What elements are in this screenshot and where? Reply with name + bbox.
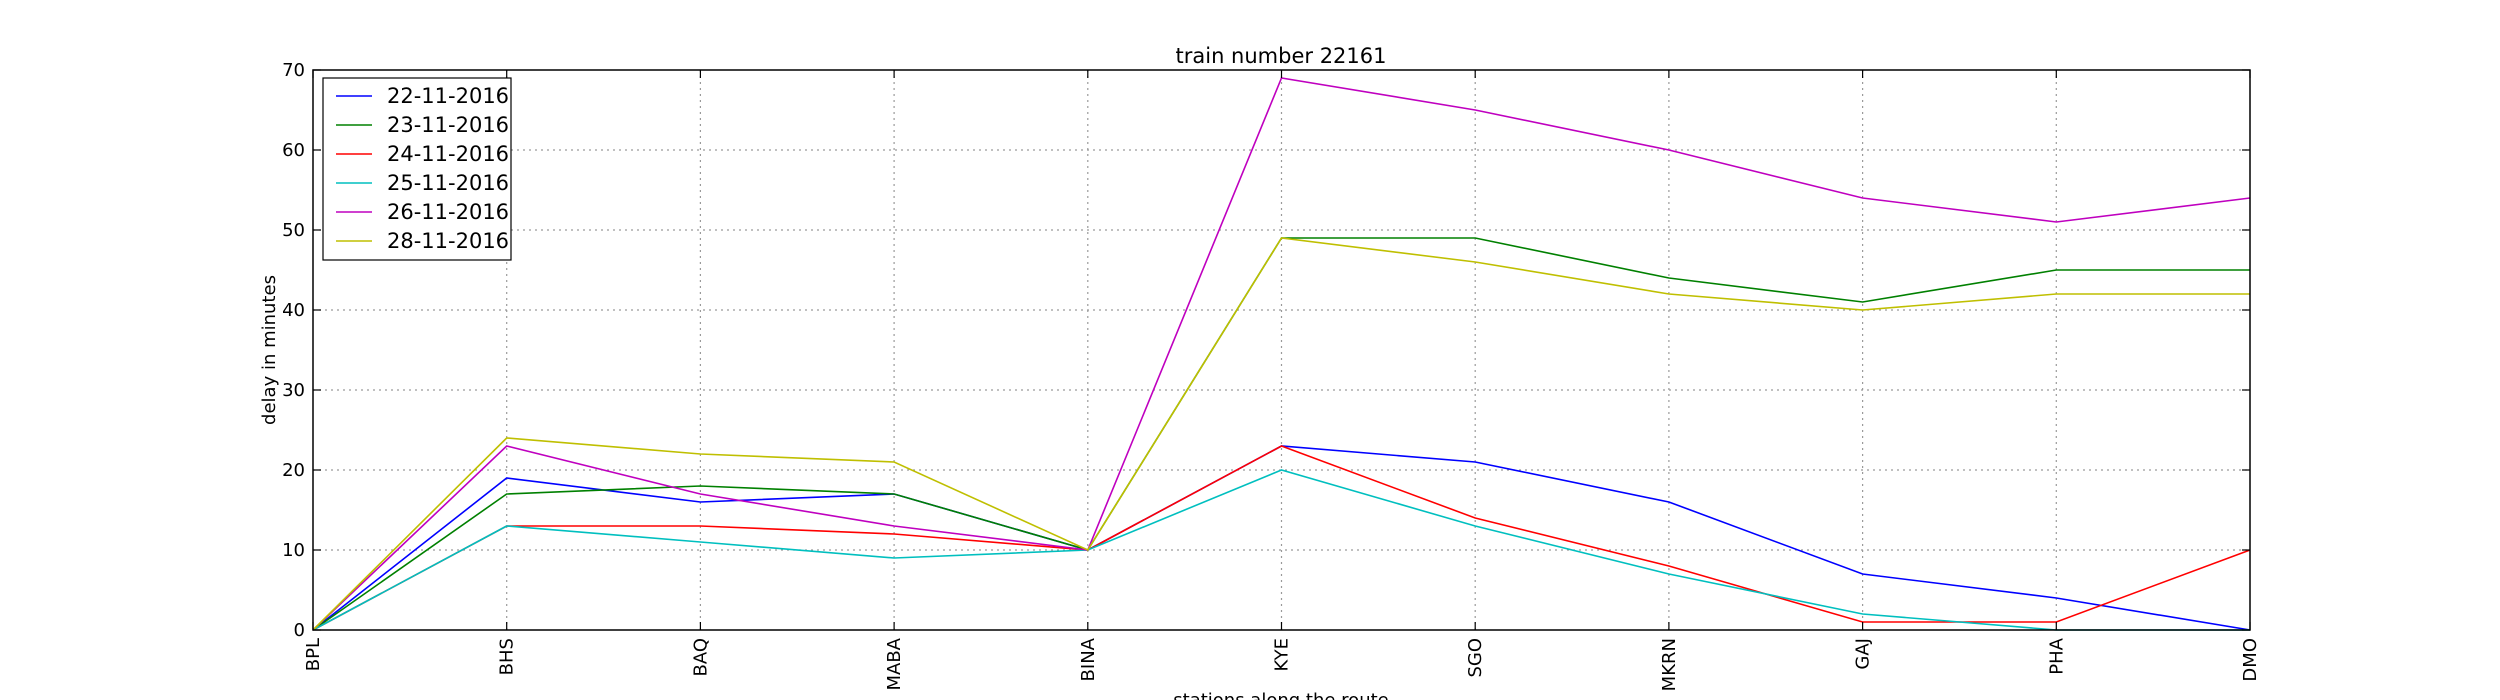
- x-axis-title: stations along the route: [1173, 690, 1388, 700]
- axis-ticks: [312, 69, 2251, 631]
- series-lines: [312, 77, 2251, 631]
- legend-label: 26-11-2016: [387, 200, 509, 224]
- legend-label: 23-11-2016: [387, 113, 509, 137]
- x-tick-label: MKRN: [1659, 638, 1680, 691]
- x-tick-label: GAJ: [1853, 638, 1874, 670]
- y-tick-label: 40: [282, 300, 305, 321]
- series-line: [312, 445, 2251, 631]
- y-tick-label: 70: [282, 60, 305, 81]
- series-line: [312, 469, 2250, 631]
- legend-label: 22-11-2016: [387, 84, 509, 108]
- legend: 22-11-2016 23-11-2016 24-11-2016 25-11-2016…: [322, 77, 512, 261]
- legend-label: 28-11-2016: [387, 229, 509, 253]
- legend-box: [322, 77, 512, 261]
- x-tick-label: BPL: [303, 638, 324, 671]
- y-tick-labels: 0 10 20 30 40 50 60 70: [282, 60, 305, 641]
- series-line: [312, 237, 2250, 631]
- y-tick-label: 30: [282, 380, 305, 401]
- x-tick-label: PHA: [2046, 637, 2067, 674]
- x-tick-label: BHS: [497, 638, 518, 675]
- grid-lines: [313, 70, 2250, 630]
- x-tick-label: BINA: [1078, 637, 1099, 681]
- x-tick-label: DMO: [2240, 638, 2261, 682]
- y-tick-label: 50: [282, 220, 305, 241]
- y-tick-label: 60: [282, 140, 305, 161]
- legend-label: 24-11-2016: [387, 142, 509, 166]
- y-axis-title: delay in minutes: [259, 275, 280, 425]
- x-tick-label: KYE: [1272, 638, 1293, 672]
- y-tick-label: 0: [294, 620, 305, 641]
- x-tick-label: MABA: [884, 637, 905, 690]
- x-tick-label: BAQ: [690, 638, 711, 677]
- legend-label: 25-11-2016: [387, 171, 509, 195]
- chart-title: train number 22161: [1176, 44, 1387, 68]
- y-tick-label: 20: [282, 460, 305, 481]
- x-tick-labels: BPL BHS BAQ MABA BINA KYE SGO MKRN GAJ PHA DMO: [303, 637, 2261, 691]
- y-tick-label: 10: [282, 540, 305, 561]
- x-tick-label: SGO: [1465, 638, 1486, 678]
